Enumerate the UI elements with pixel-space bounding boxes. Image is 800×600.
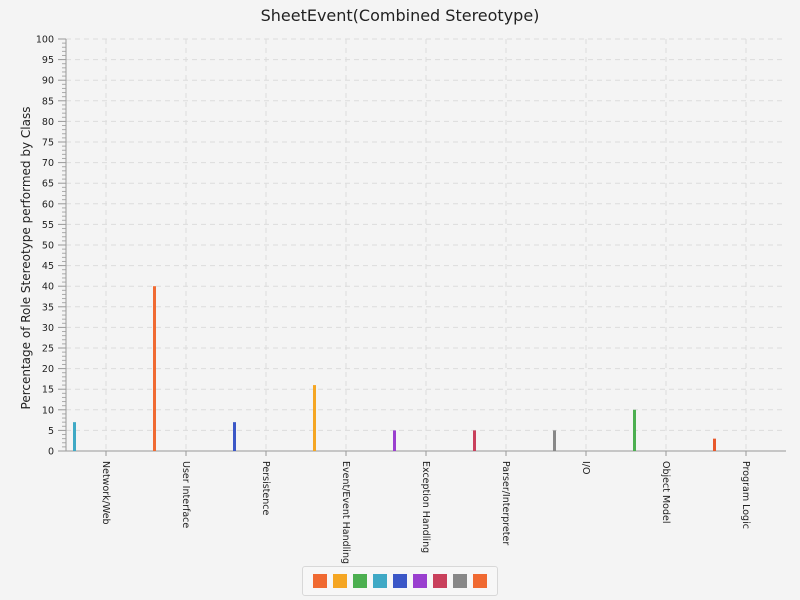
axes — [58, 38, 786, 456]
legend-swatch — [453, 574, 467, 588]
y-tick-label: 65 — [42, 179, 54, 190]
legend-swatch — [333, 574, 347, 588]
y-tick-label: 80 — [42, 117, 54, 128]
legend-swatch — [373, 574, 387, 588]
y-tick-label: 5 — [48, 426, 54, 437]
y-tick-label: 75 — [42, 138, 54, 149]
legend-swatch — [353, 574, 367, 588]
bar — [713, 438, 716, 451]
y-tick-label: 45 — [42, 261, 54, 272]
x-tick-label: Object Model — [660, 461, 671, 523]
legend-swatch — [413, 574, 427, 588]
x-tick-label: Exception Handling — [420, 461, 431, 553]
bar — [233, 422, 236, 451]
y-tick-label: 95 — [42, 55, 54, 66]
x-tick-label: Event/Event Handling — [340, 461, 351, 564]
bar — [393, 430, 396, 451]
y-tick-label: 25 — [42, 344, 54, 355]
legend-swatch — [313, 574, 327, 588]
bar — [473, 430, 476, 451]
bars — [73, 286, 716, 451]
x-tick-label: I/O — [580, 461, 591, 474]
grid — [66, 38, 786, 451]
x-tick-label: User Interface — [180, 461, 191, 528]
bar — [553, 430, 556, 451]
y-tick-label: 70 — [42, 158, 54, 169]
y-tick-label: 85 — [42, 96, 54, 107]
y-tick-label: 100 — [36, 35, 54, 46]
legend-swatch — [473, 574, 487, 588]
x-tick-label: Parser/Interpreter — [500, 461, 511, 545]
y-tick-label: 0 — [48, 447, 54, 458]
bar — [153, 286, 156, 451]
bar — [73, 422, 76, 451]
y-tick-label: 50 — [42, 241, 54, 252]
y-tick-label: 90 — [42, 76, 54, 87]
y-tick-label: 55 — [42, 220, 54, 231]
legend-swatch — [393, 574, 407, 588]
y-tick-label: 35 — [42, 302, 54, 313]
x-tick-label: Program Logic — [740, 461, 751, 529]
legend — [302, 566, 498, 596]
x-tick-label: Network/Web — [100, 461, 111, 525]
bar — [633, 409, 636, 451]
bar — [313, 385, 316, 451]
x-tick-label: Persistence — [260, 461, 271, 515]
y-tick-label: 15 — [42, 385, 54, 396]
legend-swatch — [433, 574, 447, 588]
y-tick-label: 60 — [42, 199, 54, 210]
y-tick-label: 10 — [42, 405, 54, 416]
tick-labels: 0 5 10 15 20 25 30 35 40 45 50 55 60 65 70 75 80 85 90 95 10… — [36, 35, 751, 565]
y-tick-label: 30 — [42, 323, 54, 334]
chart-title: SheetEvent(Combined Stereotype) — [260, 6, 540, 25]
y-tick-label: 40 — [42, 282, 54, 293]
y-tick-label: 20 — [42, 364, 54, 375]
